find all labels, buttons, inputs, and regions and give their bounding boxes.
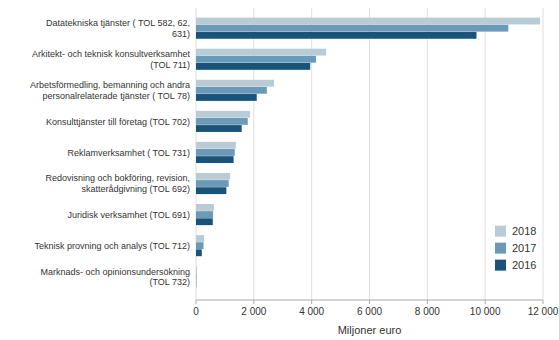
- bar: [196, 235, 204, 242]
- bar: [196, 211, 213, 218]
- bars: [196, 18, 540, 288]
- tick-label: 0: [193, 306, 199, 317]
- tick-mark: [311, 300, 312, 304]
- bar: [196, 125, 242, 132]
- axis-line: [196, 300, 543, 301]
- tick-mark: [543, 300, 544, 304]
- bar: [196, 173, 230, 180]
- category-label: Datatekniska tjänster ( TOL 582, 62,631): [46, 18, 190, 39]
- category-label: Marknads- och opinionsundersökning(TOL 7…: [40, 267, 190, 288]
- bar: [196, 25, 508, 32]
- bar: [196, 204, 214, 211]
- tick-label: 6 000: [357, 306, 382, 317]
- legend-label: 2016: [512, 259, 536, 271]
- tick-mark: [196, 300, 197, 304]
- grid-line: [485, 8, 486, 300]
- bar: [196, 111, 250, 118]
- bar: [196, 56, 316, 63]
- chart: 0 2 000 4 000 6 000 8 000 10 000 12 000 Miljone…: [0, 0, 559, 340]
- category-label: Teknisk provning och analys (TOL 712): [34, 241, 190, 251]
- grid-line: [543, 8, 544, 300]
- tick-mark: [427, 300, 428, 304]
- y-axis: Marknads- och opinionsundersökning(TOL 7…: [30, 18, 191, 287]
- x-axis: 0 2 000 4 000 6 000 8 000 10 000 12 000: [193, 300, 559, 317]
- bar: [196, 80, 274, 87]
- bar: [196, 94, 257, 101]
- bar: [196, 49, 326, 56]
- bar: [196, 266, 197, 273]
- grid-line: [427, 8, 428, 300]
- legend-label: 2017: [512, 242, 536, 254]
- bar: [196, 280, 197, 287]
- bar: [196, 242, 204, 249]
- legend: 2018 2017 2016: [495, 225, 536, 271]
- bar: [196, 156, 234, 163]
- bar: [196, 63, 310, 70]
- grid-line: [369, 8, 370, 300]
- bar: [196, 180, 229, 187]
- category-label: Arkitekt- och teknisk konsultverksamhet(…: [32, 49, 191, 70]
- category-label: Redovisning och bokföring, revision,skat…: [45, 173, 190, 194]
- bar: [196, 118, 248, 125]
- tick-label: 12 000: [528, 306, 559, 317]
- category-label: Arbetsförmedling, bemanning och andraper…: [30, 80, 190, 101]
- category-label: Reklamverksamhet ( TOL 731): [68, 148, 190, 158]
- grid: [196, 8, 543, 300]
- tick-label: 2 000: [241, 306, 266, 317]
- tick-mark: [369, 300, 370, 304]
- category-label: Juridisk verksamhet (TOL 691): [67, 210, 190, 220]
- bar: [196, 149, 235, 156]
- bar: [196, 32, 476, 39]
- tick-label: 8 000: [415, 306, 440, 317]
- bar: [196, 187, 226, 194]
- legend-label: 2018: [512, 225, 536, 237]
- legend-swatch: [495, 260, 506, 271]
- tick-label: 4 000: [299, 306, 324, 317]
- tick-mark: [253, 300, 254, 304]
- bar: [196, 87, 267, 94]
- bar: [196, 218, 213, 225]
- bar: [196, 142, 236, 149]
- bar: [196, 249, 202, 256]
- bar: [196, 18, 540, 25]
- bar: [196, 273, 197, 280]
- legend-swatch: [495, 243, 506, 254]
- category-label: Konsulttjänster till företag (TOL 702): [46, 117, 190, 127]
- legend-swatch: [495, 226, 506, 237]
- tick-label: 10 000: [470, 306, 501, 317]
- tick-mark: [485, 300, 486, 304]
- axis-label: Miljoner euro: [338, 324, 402, 336]
